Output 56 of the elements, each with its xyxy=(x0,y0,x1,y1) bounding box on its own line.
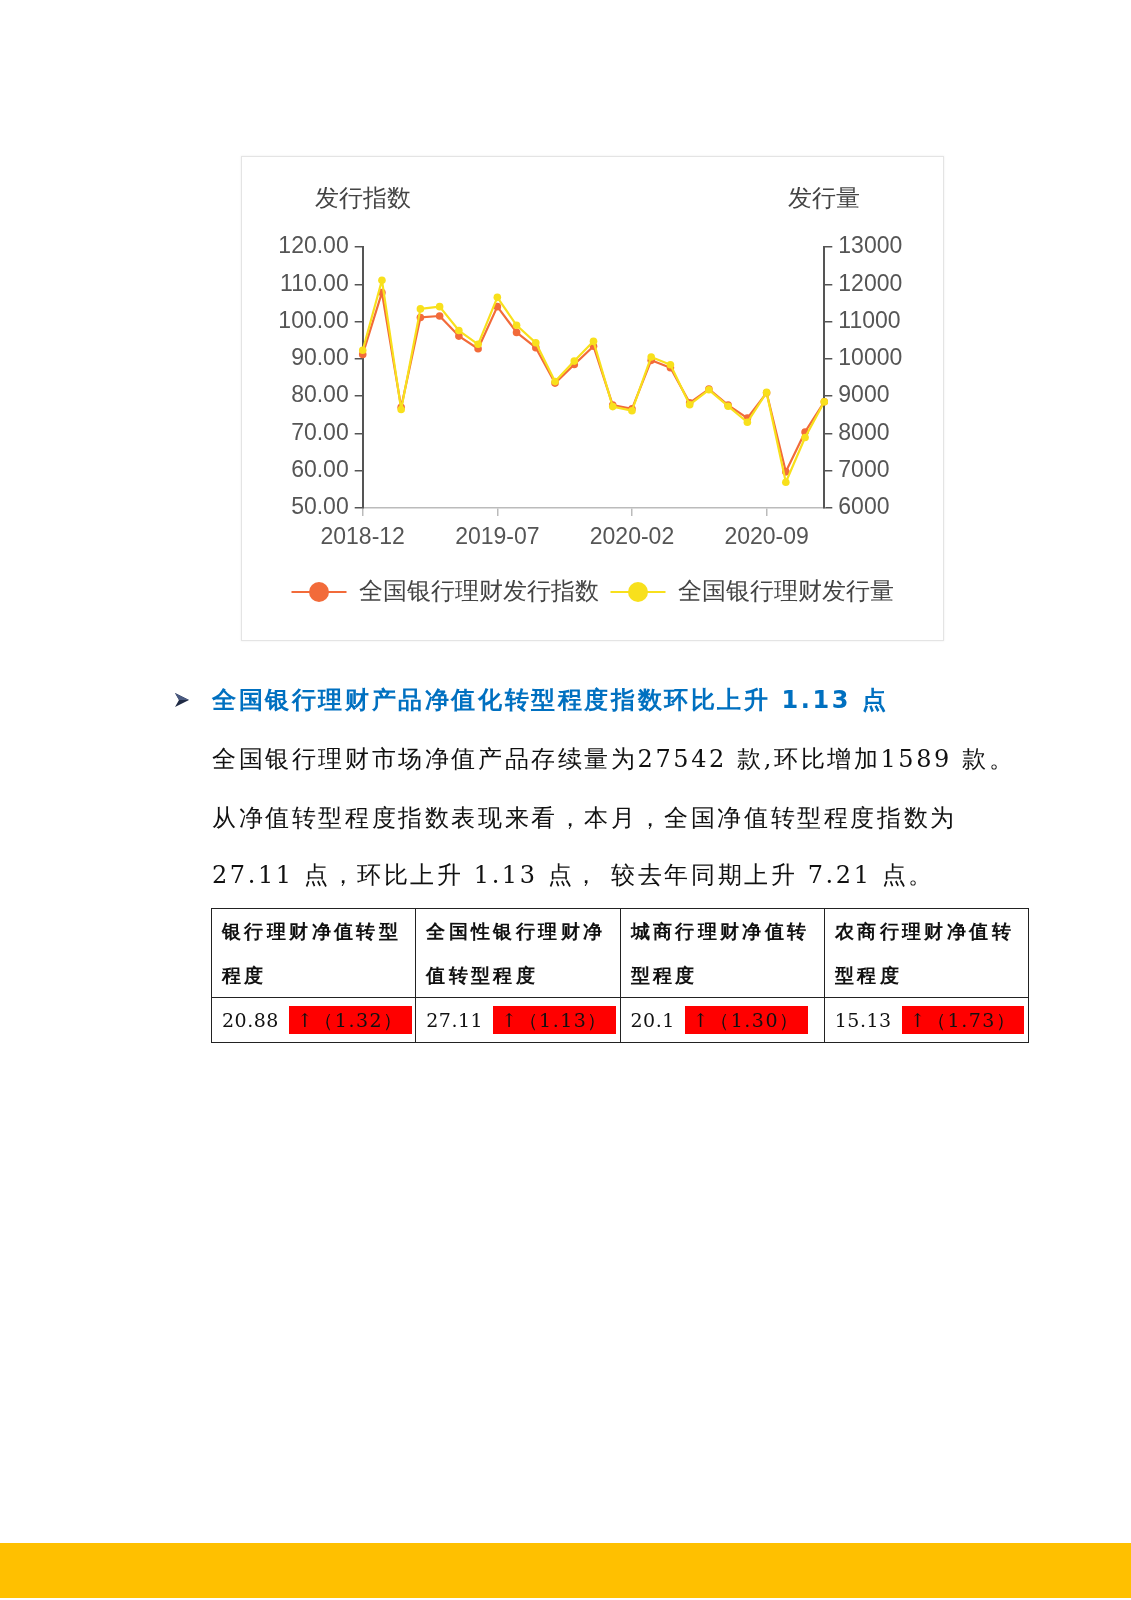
y-tick-label: 100.00 xyxy=(278,306,349,333)
y-tick-label: 90.00 xyxy=(291,344,349,371)
y-tick-label: 110.00 xyxy=(280,269,349,296)
x-tick-label: 2019-07 xyxy=(455,523,540,550)
point xyxy=(435,302,444,311)
y-axis-title: 发行指数 xyxy=(314,183,411,211)
y-tick-label: 70.00 xyxy=(291,418,349,445)
point xyxy=(435,312,444,320)
point xyxy=(743,418,752,427)
text: 20.1 xyxy=(630,1009,675,1031)
y2-tick-label: 7000 xyxy=(838,456,890,483)
point xyxy=(455,326,463,335)
y2-tick-label: 12000 xyxy=(838,269,903,296)
point xyxy=(570,357,579,365)
text: 农商行理财净值转型程度 xyxy=(824,908,1029,998)
y2-tick-label: 6000 xyxy=(838,493,890,520)
text: 全国银行理财产品净值化转型程度指数环比上升 1.13 点 xyxy=(212,686,889,714)
y2-tick-label: 9000 xyxy=(838,381,890,408)
text: ↑（1.30） xyxy=(684,1006,808,1034)
point xyxy=(801,433,809,442)
point xyxy=(358,346,367,355)
text: ↑（1.32） xyxy=(288,1006,412,1034)
point xyxy=(782,478,790,487)
text: 全国银行理财市场净值产品存续量为27542 款,环比增加1589 款。 xyxy=(212,744,1016,775)
point xyxy=(474,340,482,349)
y-tick-label: 120.00 xyxy=(278,232,349,259)
text: 27.11 xyxy=(426,1009,484,1031)
legend-label: 全国银行理财发行量 xyxy=(677,576,894,604)
text: 15.13 xyxy=(834,1009,892,1031)
y-tick-label: 60.00 xyxy=(291,456,349,483)
text: 全国性银行理财净值转型程度 xyxy=(415,908,620,998)
text: ↑（1.73） xyxy=(901,1006,1025,1034)
point xyxy=(512,328,521,337)
x-tick-label: 2020-02 xyxy=(589,523,675,550)
y-tick-label: 50.00 xyxy=(291,493,349,520)
y2-tick-label: 13000 xyxy=(838,232,903,259)
text: 城商行理财净值转型程度 xyxy=(620,908,825,998)
text: 银行理财净值转型程度 xyxy=(211,908,416,998)
point xyxy=(589,337,598,346)
text: ↑（1.13） xyxy=(493,1006,616,1034)
y-tick-label: 80.00 xyxy=(291,381,349,408)
y2-tick-label: 10000 xyxy=(838,344,903,371)
x-tick-label: 2018-12 xyxy=(320,523,405,550)
point xyxy=(512,321,521,330)
point xyxy=(416,305,425,313)
text: 20.88 xyxy=(222,1009,279,1031)
y2-tick-label: 8000 xyxy=(838,418,890,445)
y2-tick-label: 11000 xyxy=(838,306,901,333)
x-tick-label: 2020-09 xyxy=(724,523,809,550)
y2-axis-title: 发行量 xyxy=(788,183,861,211)
point xyxy=(493,293,502,302)
point xyxy=(532,339,540,347)
point xyxy=(378,276,386,284)
legend-label: 全国银行理财发行指数 xyxy=(358,576,599,604)
text: 从净值转型程度指数表现来看，本月，全国净值转型程度指数为27.11 点，环比上升 1.13 点， 较去年同期上升 7.21 点。 xyxy=(212,804,957,889)
point xyxy=(647,353,655,361)
